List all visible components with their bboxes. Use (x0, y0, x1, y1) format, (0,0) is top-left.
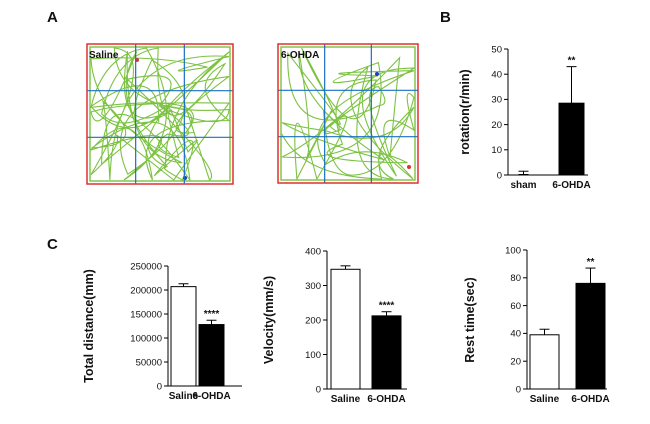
y-tick-label: 0 (497, 170, 502, 181)
chart-rotation: 0 10 20 30 40 50 rotation(r/min) sham ** 6-OHDA (458, 44, 591, 191)
panel-letter-c: C (47, 236, 58, 253)
bar (371, 315, 402, 390)
y-tick-label: 0 (516, 384, 521, 395)
chart-rest-time: 0 20 40 60 80 100 Rest time(sec) Saline ** 6-OHDA (463, 245, 610, 405)
y-tick-label: 250000 (130, 261, 162, 272)
bar (575, 282, 606, 390)
start-marker (375, 72, 379, 76)
track-saline (89, 46, 231, 183)
x-tick-label: 6-OHDA (367, 394, 405, 405)
grid-saline (87, 44, 233, 184)
y-tick-label: 150000 (130, 309, 162, 320)
y-tick-label: 30 (491, 95, 502, 106)
y-tick-label: 40 (491, 70, 502, 81)
arena-label-saline: Saline (89, 50, 119, 61)
open-field-saline: Saline (86, 43, 234, 185)
chart-velocity: 0 100 200 300 400 Velocity(mm/s) Saline **** 6-O… (262, 246, 407, 405)
start-marker (183, 176, 187, 180)
x-tick-label: 6-OHDA (571, 394, 609, 405)
x-tick-label: Saline (331, 394, 361, 405)
bar (170, 286, 197, 387)
arena-border-saline (86, 43, 234, 185)
y-tick-label: 10 (491, 145, 502, 156)
movement-track-path (281, 47, 416, 181)
significance-mark: ** (587, 257, 595, 268)
y-axis-label: rotation(r/min) (458, 69, 472, 154)
y-tick-label: 100000 (130, 333, 162, 344)
open-field-6ohda: 6-OHDA (277, 43, 419, 184)
panel-letter-b: B (440, 9, 451, 26)
perimeter-track (89, 46, 231, 182)
significance-mark: **** (204, 309, 220, 320)
end-marker (407, 165, 411, 169)
perimeter-track (280, 46, 416, 181)
arena-border-6ohda (277, 43, 419, 184)
significance-mark: ** (568, 56, 576, 67)
bar (330, 268, 361, 390)
y-tick-label: 20 (510, 357, 521, 368)
y-tick-label: 50000 (136, 357, 162, 368)
y-axis-label: Total distance(mm) (82, 269, 96, 383)
y-tick-label: 50 (491, 44, 502, 55)
y-tick-label: 200000 (130, 285, 162, 296)
x-tick-label: 6-OHDA (192, 391, 230, 402)
y-tick-label: 0 (157, 381, 162, 392)
track-6ohda (280, 46, 416, 181)
y-tick-label: 20 (491, 120, 502, 131)
movement-track-path (89, 47, 231, 183)
bar (529, 334, 560, 390)
x-tick-label: Saline (530, 394, 560, 405)
arena-label-6ohda: 6-OHDA (281, 50, 319, 61)
x-tick-label: 6-OHDA (552, 180, 590, 191)
grid-6ohda (278, 44, 418, 183)
y-tick-label: 400 (305, 246, 321, 257)
y-axis-label: Rest time(sec) (463, 277, 477, 362)
x-tick-label: sham (510, 180, 536, 191)
chart-total-distance: 0 50000 100000 150000 200000 250000 Total dist… (82, 261, 242, 402)
y-tick-label: 300 (305, 281, 321, 292)
y-tick-label: 200 (305, 315, 321, 326)
x-tick-label: Saline (169, 391, 199, 402)
y-tick-label: 60 (510, 301, 521, 312)
panel-letter-a: A (47, 9, 58, 26)
y-tick-label: 40 (510, 329, 521, 340)
bar (198, 324, 225, 387)
significance-mark: **** (379, 301, 395, 312)
bar (558, 102, 585, 176)
y-tick-label: 100 (305, 350, 321, 361)
y-tick-label: 0 (316, 384, 321, 395)
y-tick-label: 80 (510, 273, 521, 284)
y-tick-label: 100 (505, 245, 521, 256)
y-axis-label: Velocity(mm/s) (262, 276, 276, 364)
